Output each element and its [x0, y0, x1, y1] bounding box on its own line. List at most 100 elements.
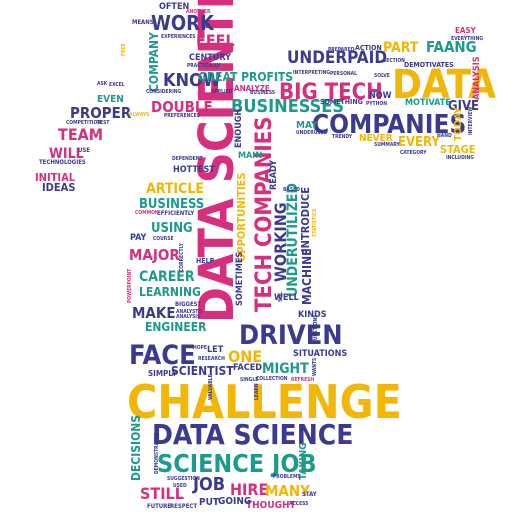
- word-even: EVEN: [97, 94, 124, 105]
- word-decisions: DECISIONS: [129, 415, 143, 481]
- word-companies: COMPANIES: [312, 110, 466, 140]
- word-demotivates: DEMOTIVATES: [404, 61, 454, 69]
- word-interpreting: INTERPRETING: [293, 70, 330, 76]
- word-opportunities: OPPORTUNITIES: [235, 172, 248, 262]
- word-company: COMPANY: [147, 32, 161, 92]
- word-ready: READY: [269, 160, 279, 190]
- word-still: STILL: [140, 484, 184, 503]
- word-solve: SOLVE: [374, 73, 390, 79]
- word-always: ALWAYS: [129, 112, 149, 118]
- word-put: PUT: [199, 497, 220, 508]
- word-single: SINGLE: [240, 377, 258, 383]
- word-every: EVERY: [398, 135, 440, 150]
- word-refresh: REFRESH: [291, 377, 314, 383]
- word-learn: LEARN: [254, 383, 260, 400]
- word-something: SOMETHING: [320, 98, 363, 106]
- word-action: ACTION: [355, 44, 382, 52]
- word-motivate: MOTIVATE: [405, 98, 451, 108]
- word-face: FACE: [129, 340, 196, 371]
- word-underpaid: UNDERPAID: [287, 48, 387, 68]
- word-hottest: HOTTEST: [173, 165, 215, 175]
- word-proper: PROPER: [70, 104, 132, 122]
- word-underutilized: UNDERUTILIZED: [285, 183, 301, 297]
- word-biggest: BIGGEST: [175, 301, 202, 308]
- word-make: MAKE: [132, 304, 176, 322]
- word-business-small: BUSINESS: [250, 90, 275, 96]
- word-considering: CONSIDERING: [146, 89, 182, 95]
- word-stage: STAGE: [440, 143, 476, 156]
- word-used: USED: [173, 483, 187, 489]
- word-one: ONE: [228, 347, 262, 366]
- word-analysis-small: ANALYSIS: [176, 314, 200, 320]
- word-data-science: DATA SCIENCE: [152, 418, 354, 451]
- word-century: CENTURY: [189, 53, 231, 63]
- word-demonstrated: DEMONSTRATED: [154, 432, 160, 474]
- word-access: ACCESS: [289, 501, 308, 507]
- word-respect: RESPECT: [170, 503, 197, 510]
- word-challenge: CHALLENGE: [127, 375, 402, 429]
- word-efficiently: EFFICIENTLY: [157, 210, 194, 217]
- word-using: USING: [151, 221, 193, 236]
- word-businesses: BUSINESSES: [231, 96, 344, 117]
- word-valuable: VALUABLE: [208, 374, 214, 400]
- word-questions: QUESTIONS: [313, 315, 319, 344]
- word-underused: UNDERUSED: [296, 130, 328, 136]
- word-well: WELL: [274, 293, 299, 303]
- word-use: USE: [78, 147, 90, 154]
- word-help: HELP: [196, 257, 215, 265]
- word-applied: APPLIED: [211, 89, 233, 95]
- word-initial: INITIAL: [35, 171, 76, 184]
- word-statistics: STATISTICS: [312, 209, 318, 237]
- word-thought: THOUGHT: [246, 500, 297, 511]
- word-practically: PRACTICALLY: [187, 63, 221, 69]
- word-hire: HIRE: [230, 480, 268, 499]
- word-future: FUTURE: [147, 503, 171, 510]
- word-scientist: SCIENTIST: [171, 364, 234, 378]
- word-interview: INTERVIEW: [468, 107, 474, 135]
- word-give: GIVE: [448, 99, 479, 114]
- word-experiences: EXPERIENCES: [161, 34, 196, 40]
- word-today: TODAY: [453, 107, 464, 141]
- word-never: NEVER: [359, 133, 393, 144]
- word-technologies: TECHNOLOGIES: [39, 159, 86, 166]
- word-know: KNOW: [163, 70, 221, 91]
- word-suggestion: SUGGESTION: [167, 476, 200, 482]
- word-summary: SUMMARY: [374, 142, 401, 148]
- word-hand: HAND: [437, 133, 452, 139]
- word-going: GOING: [218, 496, 251, 507]
- word-sql: SQL: [278, 292, 284, 302]
- word-test: TEST: [97, 120, 110, 126]
- word-collection: COLLECTION: [256, 376, 288, 382]
- word-kinds: KINDS: [298, 310, 327, 320]
- word-job: JOB: [192, 474, 225, 495]
- word-another: ANOTHER: [186, 9, 211, 15]
- word-hope: HOPE: [193, 345, 207, 351]
- word-working: WORKING: [271, 202, 290, 282]
- word-means: MEANS: [132, 19, 154, 26]
- word-category: CATEGORY: [400, 150, 427, 156]
- word-powerpoint: POWERPOINT: [127, 268, 133, 303]
- word-data-scientist: DATA SCIENTIST: [189, 0, 245, 323]
- word-now: NOW: [369, 91, 392, 101]
- word-wants: WANTS: [312, 358, 318, 376]
- word-section: SECTION: [383, 58, 405, 64]
- word-free: FREE: [121, 43, 127, 56]
- word-feel: FEEL: [196, 31, 235, 50]
- word-competition: COMPETITION: [66, 120, 101, 126]
- word-course: COURSE: [153, 236, 174, 242]
- word-analysts: ANALYSTS: [176, 309, 202, 315]
- word-everything: EVERYTHING: [451, 36, 483, 42]
- word-great-profits: GREAT PROFITS: [198, 70, 293, 84]
- word-ideas: IDEAS: [42, 181, 75, 194]
- word-double: DOUBLE: [151, 98, 213, 116]
- word-machine: MACHINE: [300, 249, 314, 305]
- word-team: TEAM: [58, 125, 103, 144]
- word-correctly: CORRECTLY: [179, 242, 185, 272]
- word-simply: SIMPLY: [148, 369, 178, 378]
- word-article: ARTICLE: [146, 181, 204, 197]
- word-easy: EASY: [455, 26, 477, 35]
- word-research: RESEARCH: [198, 356, 225, 362]
- word-sometimes: SOMETIMES: [235, 252, 245, 306]
